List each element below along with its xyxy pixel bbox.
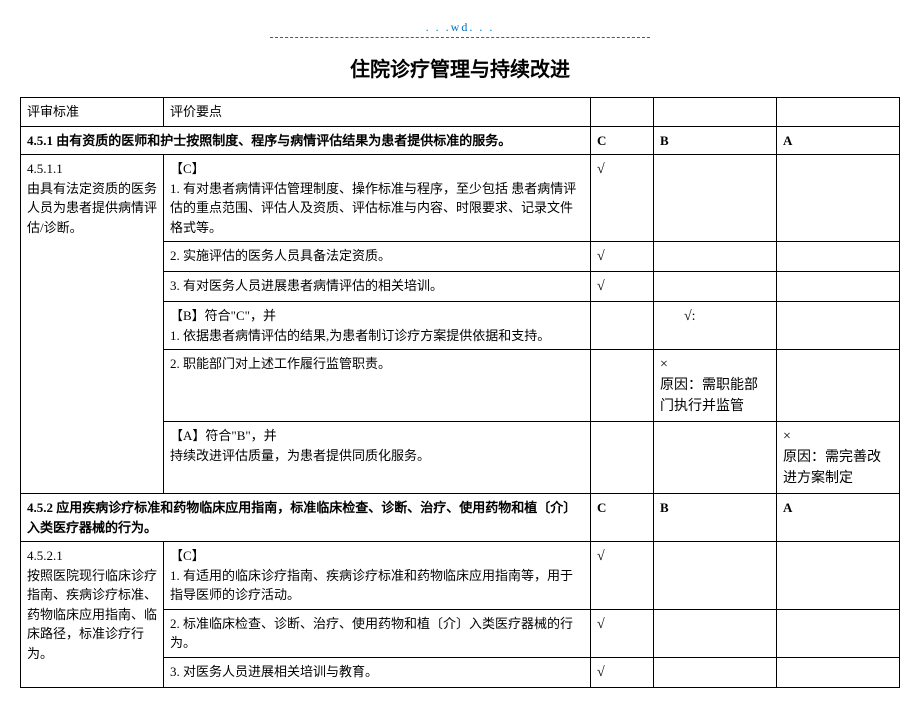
row-s1-2-a (777, 272, 900, 302)
row-s1-1-b (654, 242, 777, 272)
row-s1-2-c: √ (591, 272, 654, 302)
row-s1-4-c (591, 350, 654, 422)
row-s1-2: 3. 有对医务人员进展患者病情评估的相关培训。 (164, 272, 591, 302)
row-s1-5: 【A】符合"B"，并 持续改进评估质量，为患者提供同质化服务。 (164, 422, 591, 494)
row-s1-4: 2. 职能部门对上述工作履行监管职责。 (164, 350, 591, 422)
row-s2-1: 2. 标准临床检查、诊断、治疗、使用药物和植〔介〕入类医疗器械的行为。 (164, 609, 591, 657)
row-s1-3: 【B】符合"C"，并 1. 依据患者病情评估的结果,为患者制订诊疗方案提供依据和… (164, 302, 591, 350)
row-s2-2-c: √ (591, 657, 654, 687)
row-s1-0-c: √ (591, 155, 654, 242)
header-col1: 评审标准 (21, 98, 164, 127)
row-s1-1-c: √ (591, 242, 654, 272)
item-4521: 4.5.2.1按照医院现行临床诊疗指南、疾病诊疗标准、药物临床应用指南、临床路径… (21, 542, 164, 688)
page-title: 住院诊疗管理与持续改进 (20, 53, 900, 82)
row-s1-5-c (591, 422, 654, 494)
section2-header: 4.5.2 应用疾病诊疗标准和药物临床应用指南，标准临床检查、诊断、治疗、使用药… (21, 494, 591, 542)
header-col2: 评价要点 (164, 98, 591, 127)
row-s2-2-a (777, 657, 900, 687)
header-link: . . .wd. . . (270, 20, 650, 38)
header-colA (777, 98, 900, 127)
section2-B: B (654, 494, 777, 542)
row-s2-2: 3. 对医务人员进展相关培训与教育。 (164, 657, 591, 687)
section1-header: 4.5.1 由有资质的医师和护士按照制度、程序与病情评估结果为患者提供标准的服务… (21, 126, 591, 155)
row-s2-1-c: √ (591, 609, 654, 657)
row-s1-5-a: × 原因：需完善改进方案制定 (777, 422, 900, 494)
row-s1-4-b: × 原因：需职能部门执行并监管 (654, 350, 777, 422)
row-s1-0-a (777, 155, 900, 242)
row-s2-1-a (777, 609, 900, 657)
row-s2-0-b (654, 542, 777, 610)
row-s2-0: 【C】 1. 有适用的临床诊疗指南、疾病诊疗标准和药物临床应用指南等，用于指导医… (164, 542, 591, 610)
row-s1-0: 【C】 1. 有对患者病情评估管理制度、操作标准与程序，至少包括 患者病情评估的… (164, 155, 591, 242)
row-s1-1: 2. 实施评估的医务人员具备法定资质。 (164, 242, 591, 272)
row-s2-0-c: √ (591, 542, 654, 610)
item-4511: 4.5.1.1由具有法定资质的医务人员为患者提供病情评估/诊断。 (21, 155, 164, 494)
header-colB (654, 98, 777, 127)
section1-B: B (654, 126, 777, 155)
row-s1-3-c (591, 302, 654, 350)
row-s1-5-b (654, 422, 777, 494)
row-s1-1-a (777, 242, 900, 272)
row-s2-0-a (777, 542, 900, 610)
section2-C: C (591, 494, 654, 542)
row-s1-0-b (654, 155, 777, 242)
section2-A: A (777, 494, 900, 542)
row-s1-2-b (654, 272, 777, 302)
section1-C: C (591, 126, 654, 155)
section1-A: A (777, 126, 900, 155)
row-s1-3-b: √: (654, 302, 777, 350)
header-colC (591, 98, 654, 127)
row-s2-2-b (654, 657, 777, 687)
row-s1-3-a (777, 302, 900, 350)
row-s2-1-b (654, 609, 777, 657)
row-s1-4-a (777, 350, 900, 422)
evaluation-table: 评审标准 评价要点 4.5.1 由有资质的医师和护士按照制度、程序与病情评估结果… (20, 97, 900, 688)
